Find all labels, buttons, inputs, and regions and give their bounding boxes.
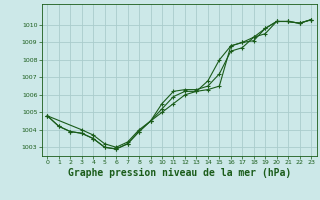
X-axis label: Graphe pression niveau de la mer (hPa): Graphe pression niveau de la mer (hPa) [68,168,291,178]
